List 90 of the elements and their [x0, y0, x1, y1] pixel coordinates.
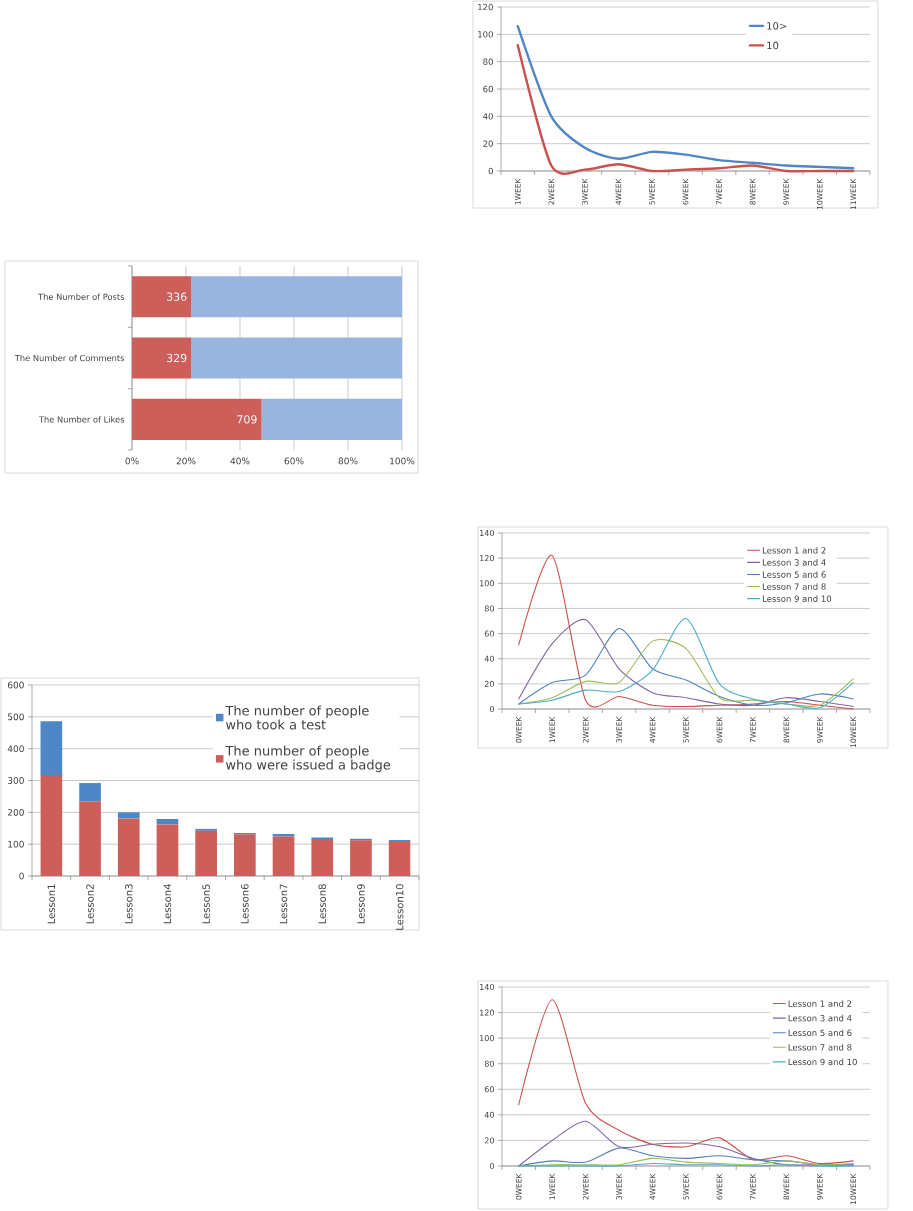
legend-label: 10 — [767, 41, 779, 50]
y-tick-label: 100 — [480, 580, 494, 587]
bar — [40, 775, 63, 877]
legend-label: The number of people who were issued a badge — [225, 745, 391, 773]
annotation: 329 — [167, 353, 187, 363]
y-tick-label: 20 — [484, 1137, 494, 1144]
x-tick-label: Lesson4 — [163, 884, 172, 924]
legend-label: 10> — [767, 22, 787, 30]
bar — [272, 836, 295, 877]
legend-label: The number of people who took a test — [225, 705, 369, 730]
bar — [191, 337, 402, 379]
bar — [40, 721, 63, 776]
legend-label: Lesson 3 and 4 — [762, 559, 826, 566]
y-tick-label: 140 — [480, 983, 494, 991]
annotation: 709 — [237, 415, 257, 424]
y-tick-label: 40 — [484, 1111, 494, 1118]
y-tick-label: 60 — [484, 1086, 494, 1093]
legend-label: Lesson 7 and 8 — [762, 583, 826, 590]
x-tick-label: Lesson8 — [318, 884, 327, 924]
x-tick-label: 0% — [125, 457, 139, 465]
bar — [156, 819, 179, 825]
x-tick-label: 80% — [338, 457, 358, 465]
y-tick-label: 0 — [489, 1162, 494, 1170]
bar — [117, 818, 140, 877]
bar — [350, 840, 372, 877]
y-tick-label: The Number of Comments — [14, 354, 125, 362]
bar — [132, 337, 192, 379]
x-tick-label: 60% — [284, 457, 304, 465]
x-tick-label: 40% — [230, 457, 250, 465]
y-tick-label: 120 — [480, 555, 494, 562]
x-tick-label: 100% — [390, 457, 415, 465]
x-tick-label: Lesson5 — [202, 884, 210, 924]
line-series — [516, 24, 855, 170]
y-tick-label: 80 — [484, 1060, 494, 1067]
x-tick-label: Lesson7 — [279, 884, 288, 924]
y-tick-label: 300 — [7, 777, 24, 784]
y-tick-label: 120 — [480, 1009, 494, 1016]
y-tick-label: 80 — [483, 58, 493, 65]
bar — [79, 783, 101, 802]
y-tick-label: 500 — [7, 713, 24, 721]
bar — [117, 812, 140, 819]
legend-label: Lesson 1 and 2 — [762, 547, 826, 554]
y-tick-label: 40 — [483, 113, 493, 120]
bar — [311, 840, 334, 877]
bar — [79, 801, 101, 877]
legend-label: Lesson 3 and 4 — [788, 1014, 852, 1022]
y-tick-label: The Number of Posts — [38, 293, 125, 300]
bar — [234, 834, 256, 877]
bar — [156, 824, 179, 877]
bar — [261, 398, 402, 440]
y-tick-label: 0 — [489, 705, 494, 713]
y-tick-label: 140 — [480, 529, 494, 537]
x-tick-label: Lesson10 — [395, 884, 404, 930]
y-tick-label: 40 — [484, 655, 494, 662]
y-tick-label: 120 — [478, 3, 493, 11]
y-tick-label: 0 — [19, 872, 24, 880]
y-tick-label: 60 — [483, 85, 493, 93]
y-tick-label: 60 — [484, 630, 494, 637]
x-tick-label: Lesson9 — [357, 884, 365, 924]
legend-label: Lesson 7 and 8 — [788, 1043, 852, 1051]
y-tick-label: The Number of Likes — [38, 416, 125, 423]
x-tick-label: Lesson2 — [86, 884, 94, 924]
y-tick-label: 0 — [488, 167, 493, 175]
y-tick-label: 20 — [483, 140, 493, 147]
x-tick-label: 20% — [176, 457, 196, 465]
legend-label: Lesson 9 and 10 — [788, 1058, 857, 1066]
line-series — [518, 555, 854, 710]
bar — [132, 276, 192, 318]
bar — [311, 837, 334, 841]
legend-label: Lesson 5 and 6 — [788, 1029, 852, 1036]
bar — [388, 840, 411, 877]
x-tick-label: Lesson1 — [47, 884, 56, 924]
bar — [132, 398, 262, 440]
y-tick-label: 100 — [8, 840, 24, 848]
y-tick-label: 100 — [478, 31, 493, 38]
bar — [195, 830, 217, 877]
y-tick-label: 600 — [7, 681, 24, 689]
bar — [272, 833, 295, 837]
legend-label: Lesson 5 and 6 — [762, 571, 826, 578]
legend-label: Lesson 9 and 10 — [762, 595, 832, 602]
y-tick-label: 400 — [7, 745, 24, 753]
x-tick-label: Lesson6 — [241, 884, 249, 924]
x-tick-label: Lesson3 — [124, 884, 133, 924]
legend-label: Lesson 1 and 2 — [788, 1000, 852, 1007]
y-tick-label: 80 — [484, 605, 494, 612]
y-tick-label: 200 — [7, 808, 24, 816]
annotation: 336 — [167, 292, 187, 301]
y-tick-label: 100 — [480, 1035, 494, 1042]
bar — [191, 276, 402, 318]
y-tick-label: 20 — [484, 680, 494, 687]
